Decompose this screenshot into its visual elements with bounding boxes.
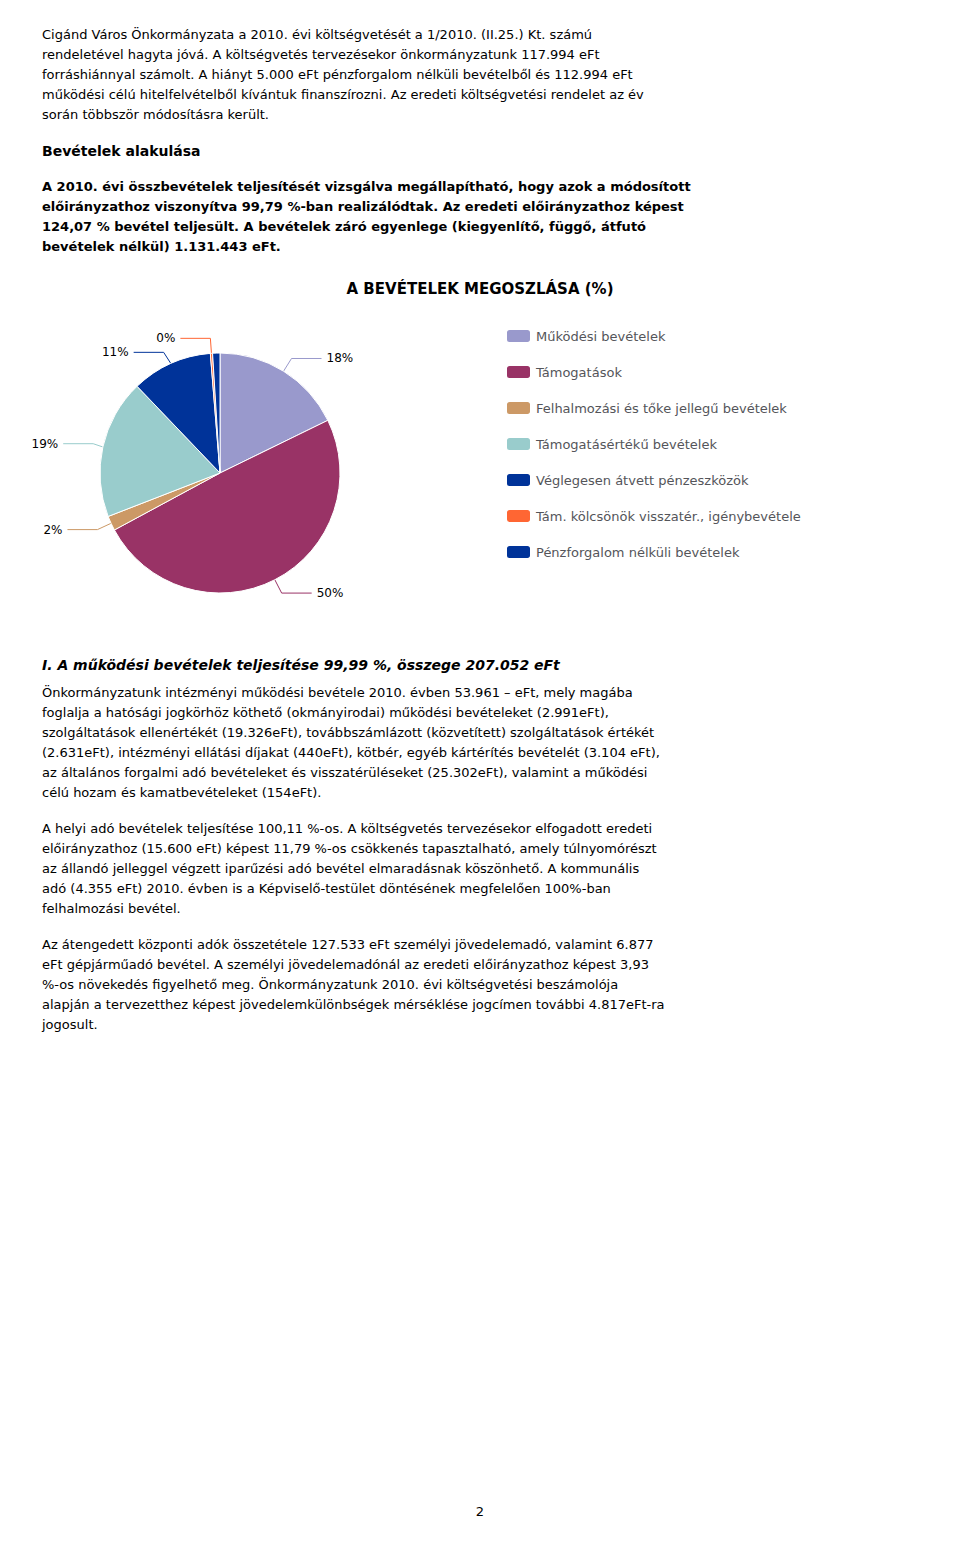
svg-text:az állandó jelleggel végzett i: az állandó jelleggel végzett iparűzési a… [42,861,639,876]
svg-text:szolgáltatások ellenértékét (1: szolgáltatások ellenértékét (19.326eFt),… [42,725,654,740]
svg-text:során többször módosításra ker: során többször módosításra került. [42,107,269,122]
svg-text:(2.631eFt), intézményi ellátás: (2.631eFt), intézményi ellátási díjakat … [42,745,660,760]
svg-text:18%: 18% [327,351,354,365]
svg-text:adó (4.355 eFt) 2010. évben is: adó (4.355 eFt) 2010. évben is a Képvise… [42,881,611,896]
svg-text:A 2010. évi összbevételek telj: A 2010. évi összbevételek teljesítését v… [42,179,691,194]
svg-text:2%: 2% [43,523,62,537]
svg-text:rendeletével hagyta jóvá. A kö: rendeletével hagyta jóvá. A költségvetés… [42,47,600,62]
svg-text:felhalmozási bevétel.: felhalmozási bevétel. [42,901,181,916]
svg-text:Támogatásértékű bevételek: Támogatásértékű bevételek [535,437,717,452]
svg-text:A helyi adó bevételek teljesít: A helyi adó bevételek teljesítése 100,11… [42,821,652,836]
svg-text:0%: 0% [156,331,175,345]
svg-text:A BEVÉTELEK MEGOSZLÁSA (%): A BEVÉTELEK MEGOSZLÁSA (%) [347,279,614,298]
svg-text:forráshiánnyal számolt. A hián: forráshiánnyal számolt. A hiányt 5.000 e… [42,67,633,82]
svg-text:Támogatások: Támogatások [535,365,622,380]
svg-text:Bevételek alakulása: Bevételek alakulása [42,143,200,159]
svg-text:alapján a tervezetthez képest: alapján a tervezetthez képest jövedelemk… [42,997,665,1012]
svg-text:124,07 % bevétel teljesült. A: 124,07 % bevétel teljesült. A bevételek … [42,219,646,234]
svg-text:eFt gépjárműadó bevétel. A sze: eFt gépjárműadó bevétel. A személyi jöve… [42,957,649,972]
svg-text:bevételek nélkül) 1.131.443 eF: bevételek nélkül) 1.131.443 eFt. [42,239,281,254]
svg-text:Tám. kölcsönök visszatér., igé: Tám. kölcsönök visszatér., igénybevétele [535,509,801,524]
svg-text:előirányzathoz (15.600 eFt) ké: előirányzathoz (15.600 eFt) képest 11,79… [42,841,657,856]
svg-text:előirányzathoz viszonyítva 99,: előirányzathoz viszonyítva 99,79 %-ban r… [42,199,684,214]
svg-text:50%: 50% [317,586,344,600]
svg-text:az általános forgalmi adó bevé: az általános forgalmi adó bevételeket és… [42,765,647,780]
svg-text:Véglegesen átvett pénzeszközök: Véglegesen átvett pénzeszközök [536,473,749,488]
svg-text:foglalja a hatósági jogkörhöz: foglalja a hatósági jogkörhöz köthető (o… [42,705,609,720]
svg-text:Az átengedett központi adók ös: Az átengedett központi adók összetétele … [42,937,654,952]
svg-text:%-os növekedés figyelhető meg.: %-os növekedés figyelhető meg. Önkormány… [42,976,618,992]
svg-text:jogosult.: jogosult. [41,1017,98,1032]
svg-text:célú hozam és kamatbevételeket: célú hozam és kamatbevételeket (154eFt). [42,785,321,800]
svg-text:19%: 19% [32,437,59,451]
svg-text:működési célú hitelfelvételből: működési célú hitelfelvételből kívántuk … [42,87,644,102]
svg-text:Cigánd Város Önkormányzata a 2: Cigánd Város Önkormányzata a 2010. évi k… [42,26,592,42]
svg-text:Pénzforgalom nélküli bevételek: Pénzforgalom nélküli bevételek [536,545,740,560]
svg-text:Önkormányzatunk intézményi műk: Önkormányzatunk intézményi működési bevé… [42,684,633,700]
svg-text:Működési bevételek: Működési bevételek [536,329,666,344]
svg-text:11%: 11% [102,345,129,359]
svg-text:Felhalmozási és tőke jellegű b: Felhalmozási és tőke jellegű bevételek [536,401,787,416]
svg-text:I. A működési bevételek teljes: I. A működési bevételek teljesítése 99,9… [42,657,561,673]
svg-text:2: 2 [476,1504,484,1519]
